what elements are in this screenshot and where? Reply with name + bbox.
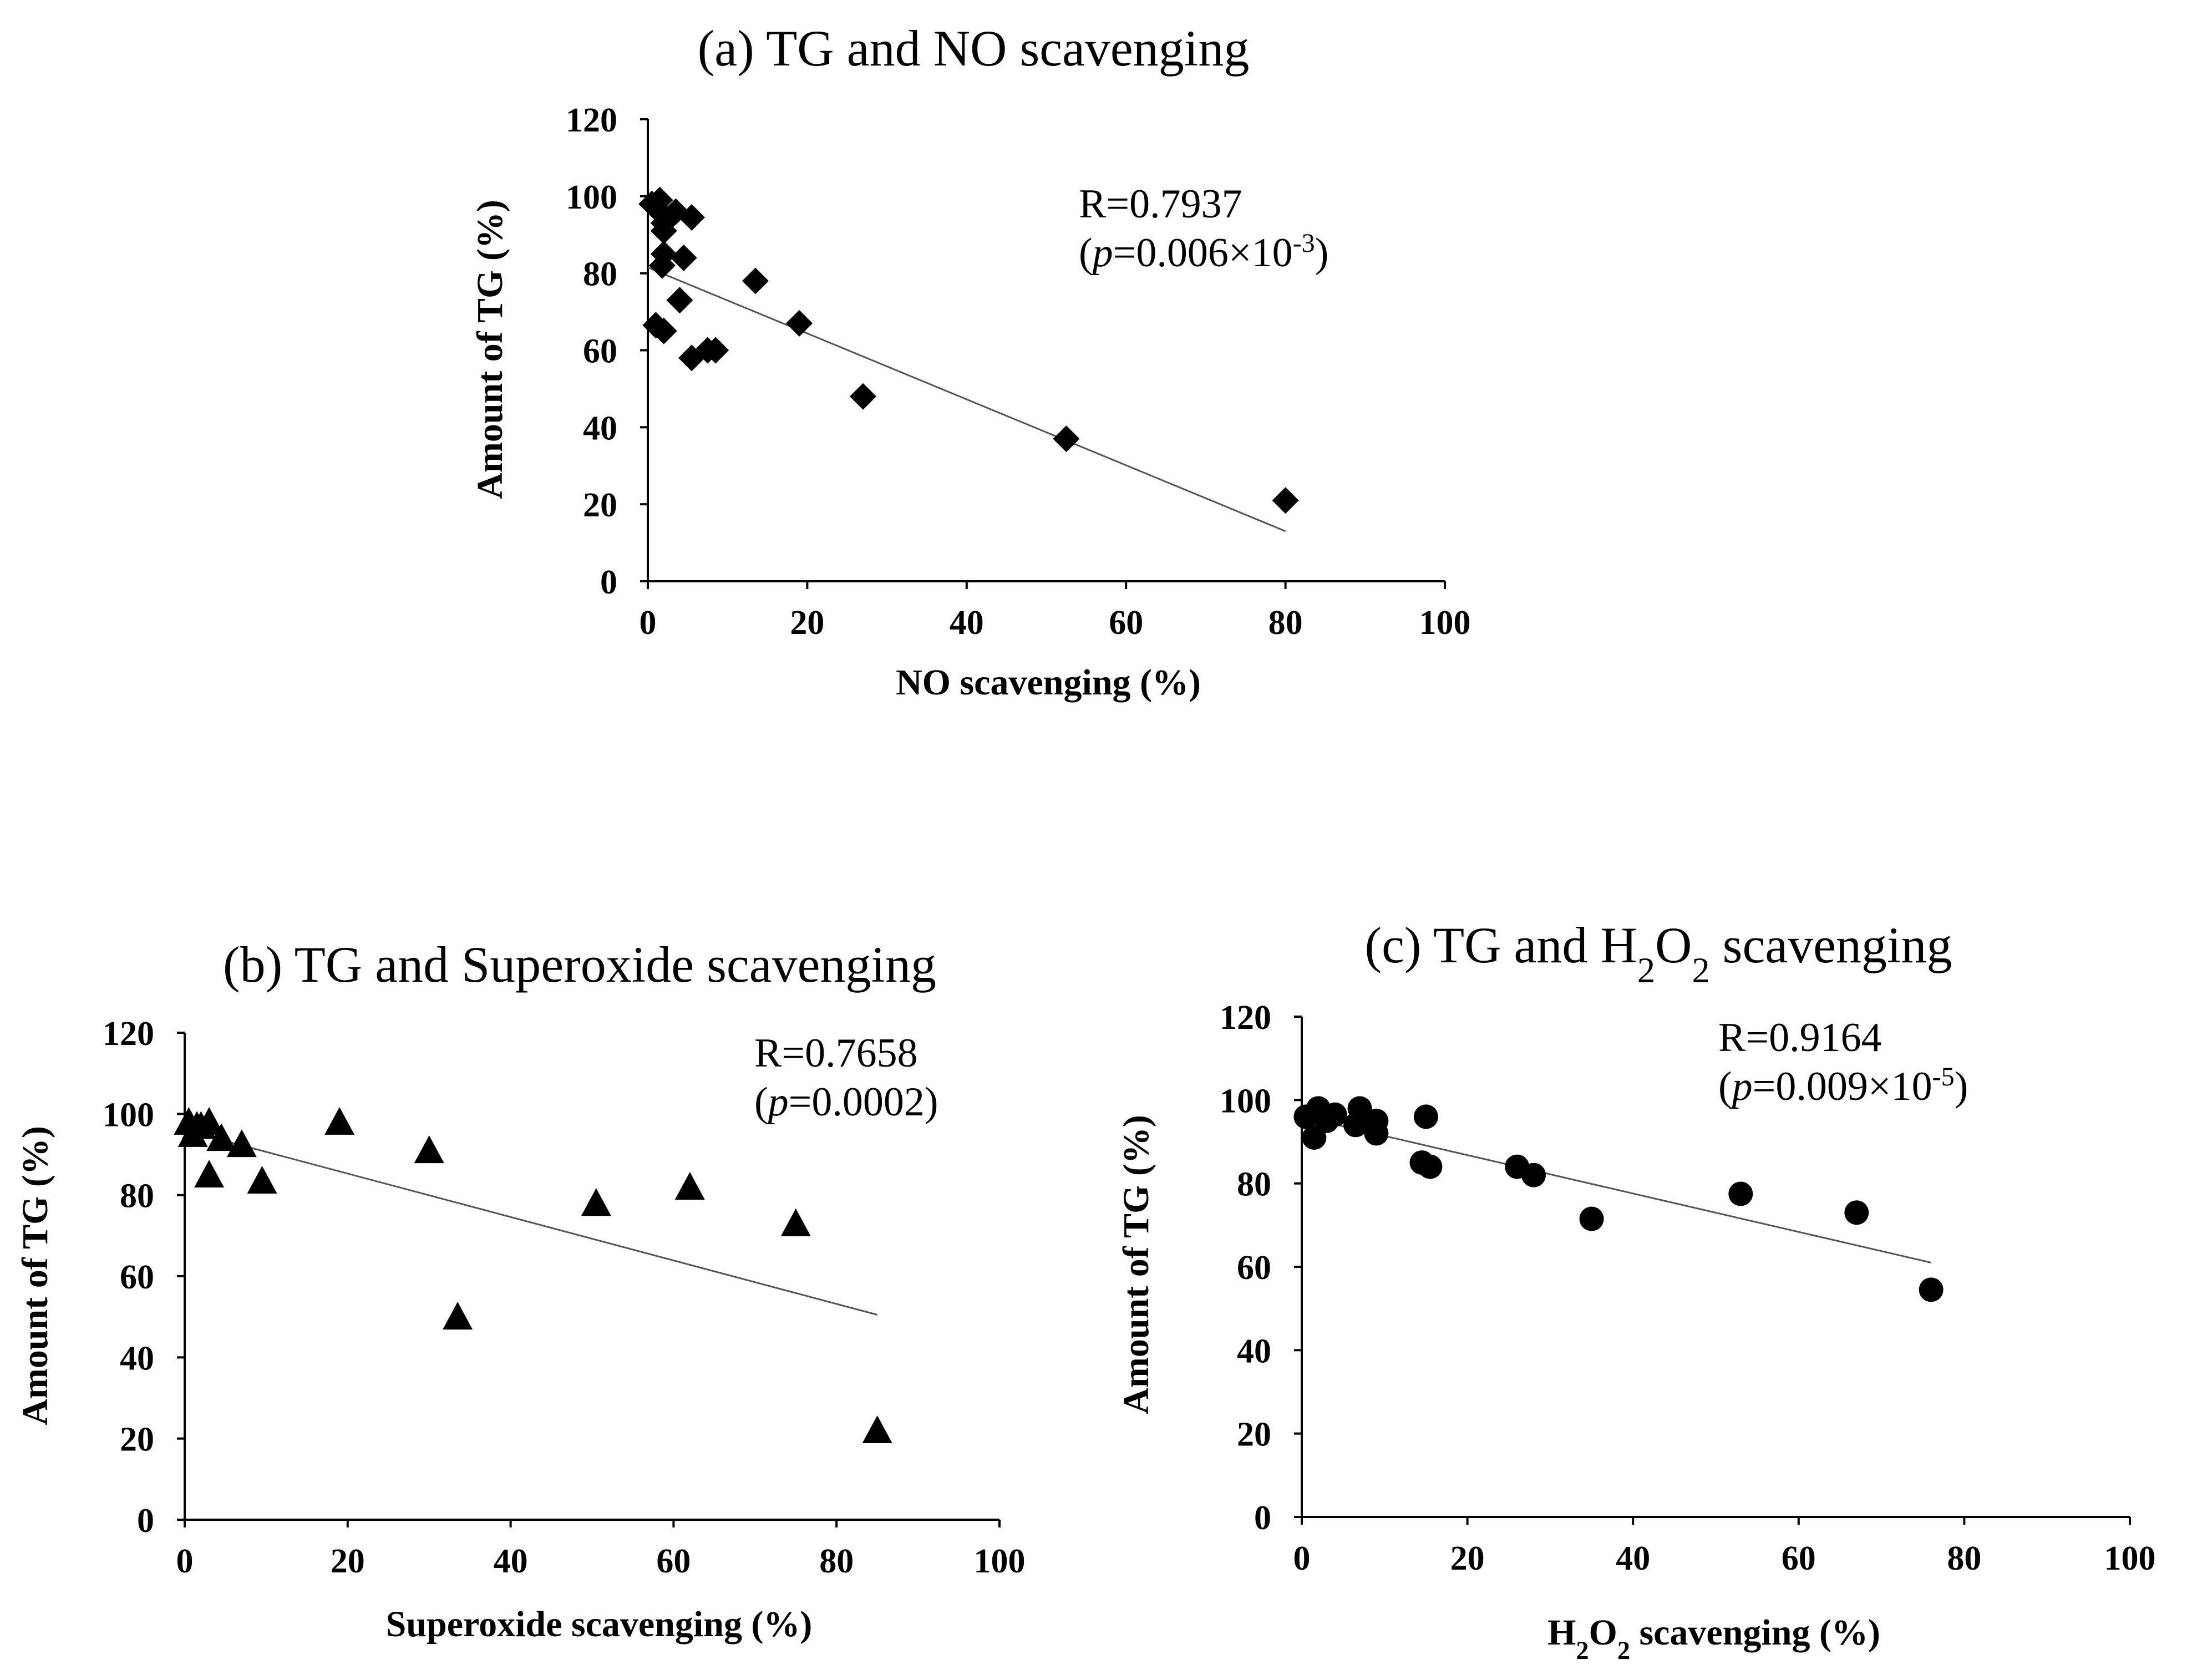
chart-title: (b) TG and Superoxide scavenging bbox=[223, 936, 936, 993]
y-tick-label: 80 bbox=[1237, 1166, 1271, 1204]
y-tick-label: 40 bbox=[1237, 1332, 1271, 1370]
x-axis-label: NO scavenging (%) bbox=[896, 662, 1201, 703]
data-point-diamond bbox=[648, 252, 676, 279]
x-tick-label: 60 bbox=[1109, 604, 1143, 642]
x-tick-label: 60 bbox=[1782, 1540, 1816, 1577]
y-axis-label: Amount of TG (%) bbox=[15, 1126, 55, 1425]
data-point-circle bbox=[1844, 1200, 1869, 1225]
x-tick-label: 0 bbox=[176, 1542, 194, 1580]
data-point-triangle bbox=[780, 1208, 811, 1236]
chart-panel-b: (b) TG and Superoxide scavenging 0 20 40 60 8… bbox=[15, 936, 1026, 1645]
data-point-diamond bbox=[1272, 487, 1299, 514]
data-point-triangle bbox=[194, 1160, 225, 1188]
data-point-diamond bbox=[849, 383, 876, 410]
x-tick-label: 80 bbox=[819, 1542, 854, 1580]
data-point-circle bbox=[1322, 1102, 1347, 1127]
correlation-r: R=0.9164 bbox=[1718, 1015, 1882, 1060]
y-tick-label: 120 bbox=[103, 1015, 154, 1053]
data-point-circle bbox=[1418, 1154, 1443, 1179]
data-point-diamond bbox=[666, 287, 693, 314]
data-point-circle bbox=[1347, 1096, 1372, 1121]
chart-panel-c: (c) TG and H2O2 scavenging 0 20 40 60 80 100 0 2… bbox=[1116, 917, 2156, 1664]
y-tick-label: 120 bbox=[566, 101, 617, 139]
y-tick-label: 0 bbox=[600, 564, 617, 601]
trend-line bbox=[647, 266, 1286, 532]
data-point-triangle bbox=[414, 1135, 444, 1164]
y-tick-label: 0 bbox=[137, 1502, 154, 1540]
data-point-triangle bbox=[194, 1107, 225, 1135]
y-tick-label: 100 bbox=[566, 179, 617, 216]
x-tick-label: 60 bbox=[656, 1542, 691, 1580]
x-tick-label: 20 bbox=[331, 1542, 365, 1580]
data-point-diamond bbox=[670, 244, 697, 271]
data-point-diamond bbox=[646, 186, 673, 214]
chart-title: (a) TG and NO scavenging bbox=[698, 20, 1250, 77]
correlation-r: R=0.7658 bbox=[754, 1031, 918, 1076]
y-tick-label: 60 bbox=[583, 333, 617, 370]
data-point-triangle bbox=[247, 1166, 277, 1194]
x-tick-label: 0 bbox=[1293, 1540, 1311, 1577]
data-point-diamond bbox=[650, 217, 677, 245]
data-point-circle bbox=[1728, 1181, 1753, 1206]
x-tick-label: 100 bbox=[2104, 1540, 2156, 1577]
x-tick-label: 80 bbox=[1947, 1540, 1981, 1577]
data-point-triangle bbox=[206, 1123, 237, 1151]
x-axis-label: Superoxide scavenging (%) bbox=[386, 1604, 813, 1645]
y-tick-label: 80 bbox=[120, 1177, 154, 1215]
y-tick-label: 60 bbox=[1237, 1249, 1271, 1287]
data-point-diamond bbox=[678, 204, 706, 231]
y-tick-label: 60 bbox=[120, 1258, 154, 1296]
p-value: (p=0.0002) bbox=[754, 1079, 938, 1125]
data-point-diamond bbox=[1053, 425, 1080, 453]
data-point-triangle bbox=[581, 1188, 611, 1216]
x-tick-label: 0 bbox=[640, 604, 657, 642]
y-tick-label: 20 bbox=[583, 486, 617, 524]
data-point-triangle bbox=[862, 1415, 892, 1443]
x-axis-label: H2O2 scavenging (%) bbox=[1547, 1612, 1880, 1664]
y-tick-label: 40 bbox=[120, 1339, 154, 1377]
x-tick-label: 20 bbox=[1450, 1540, 1485, 1577]
data-point-diamond bbox=[650, 317, 677, 344]
x-tick-label: 40 bbox=[950, 604, 984, 642]
y-tick-label: 100 bbox=[1220, 1082, 1271, 1120]
x-tick-label: 100 bbox=[1419, 604, 1471, 642]
data-point-triangle bbox=[674, 1172, 705, 1200]
data-point-circle bbox=[1521, 1163, 1546, 1187]
data-point-diamond bbox=[786, 309, 813, 337]
y-tick-label: 120 bbox=[1220, 999, 1271, 1037]
y-tick-label: 0 bbox=[1254, 1499, 1271, 1537]
data-point-circle bbox=[1364, 1108, 1389, 1133]
data-point-circle bbox=[1579, 1206, 1604, 1231]
data-point-diamond bbox=[702, 337, 729, 364]
trend-line bbox=[184, 1129, 878, 1316]
y-tick-label: 20 bbox=[1237, 1416, 1271, 1454]
y-tick-label: 40 bbox=[583, 409, 617, 447]
y-tick-label: 20 bbox=[120, 1421, 154, 1459]
x-tick-label: 40 bbox=[1616, 1540, 1650, 1577]
data-point-circle bbox=[1919, 1277, 1944, 1302]
y-tick-label: 100 bbox=[103, 1096, 154, 1134]
y-tick-label: 80 bbox=[583, 256, 617, 293]
data-point-triangle bbox=[226, 1129, 257, 1158]
chart-panel-a: (a) TG and NO scavenging 0 20 40 60 80 100 0 20 4… bbox=[470, 20, 1471, 703]
x-tick-label: 20 bbox=[790, 604, 824, 642]
data-point-circle bbox=[1413, 1104, 1438, 1129]
y-axis-label: Amount of TG (%) bbox=[1116, 1115, 1156, 1414]
y-axis-label: Amount of TG (%) bbox=[470, 200, 510, 499]
data-point-circle bbox=[1302, 1125, 1327, 1150]
x-tick-label: 100 bbox=[974, 1542, 1026, 1580]
chart-title: (c) TG and H2O2 scavenging bbox=[1364, 917, 1952, 990]
trend-line bbox=[1301, 1115, 1932, 1263]
x-tick-label: 40 bbox=[494, 1542, 528, 1580]
data-point-triangle bbox=[443, 1302, 473, 1330]
data-point-triangle bbox=[324, 1107, 355, 1135]
x-tick-label: 80 bbox=[1268, 604, 1303, 642]
p-value: (p=0.009×10-5) bbox=[1718, 1062, 1968, 1110]
data-point-diamond bbox=[742, 267, 769, 295]
p-value: (p=0.006×10-3) bbox=[1079, 229, 1328, 276]
correlation-r: R=0.7937 bbox=[1079, 181, 1242, 227]
